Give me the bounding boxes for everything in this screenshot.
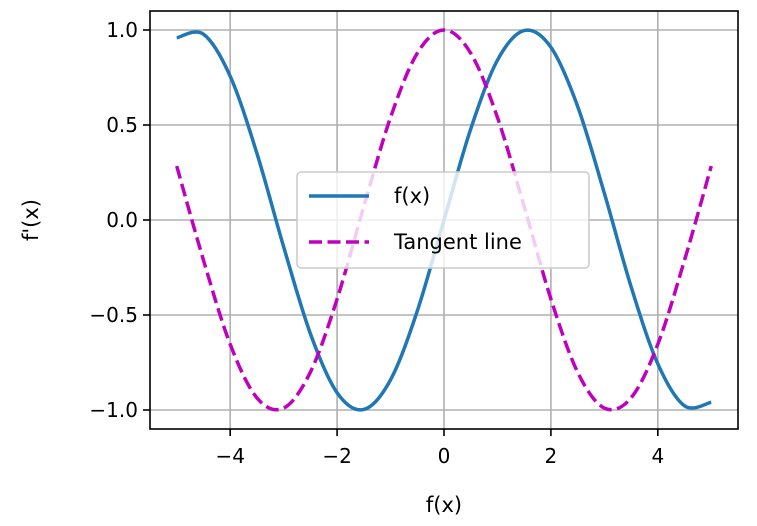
y-tick-label: −0.5: [89, 303, 138, 327]
x-axis-label: f(x): [426, 493, 462, 517]
y-tick-label: −1.0: [89, 398, 138, 422]
y-tick-label: 0.0: [106, 208, 138, 232]
series-line-1: [175, 28, 713, 412]
y-axis-label: f'(x): [19, 199, 43, 241]
x-tick-label: −2: [322, 444, 351, 468]
y-tick-label: 0.5: [106, 113, 138, 137]
legend: f(x) Tangent line: [296, 171, 590, 269]
x-tick-label: 0: [438, 444, 451, 468]
x-tick-label: −4: [215, 444, 244, 468]
legend-box: [296, 171, 590, 269]
y-tick-label: 1.0: [106, 18, 138, 42]
x-tick-label: 4: [651, 444, 664, 468]
x-tick-label: 2: [545, 444, 558, 468]
legend-label-tangent: Tangent line: [393, 230, 522, 254]
axis-ticks: −4 −2 0 2 4 −1.0 −0.5 0.0 0.5 1.0: [89, 18, 664, 468]
grid: [150, 11, 738, 429]
legend-label-f: f(x): [394, 184, 430, 208]
